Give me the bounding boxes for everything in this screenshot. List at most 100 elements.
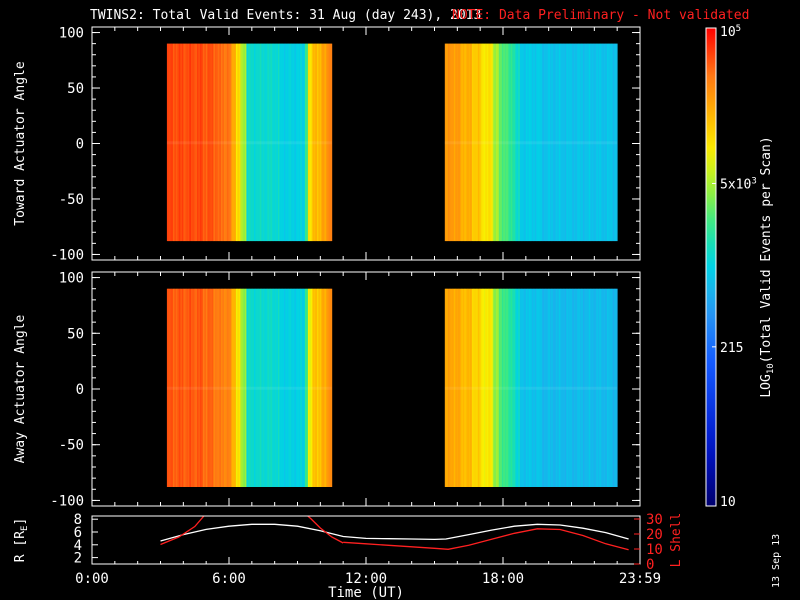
heatmap-cell (217, 43, 220, 242)
heatmap-cell (590, 288, 593, 487)
heatmap-cell (489, 43, 492, 242)
heatmap-cell (231, 288, 234, 487)
heatmap-cell (456, 288, 459, 487)
heatmap-cell (325, 43, 328, 242)
heatmap-cell (471, 288, 474, 487)
heatmap-cell (309, 43, 312, 242)
heatmap-cell (313, 43, 316, 242)
heatmap-cell (488, 43, 491, 242)
colorbar-tick-label: 5x103 (720, 176, 757, 192)
heatmap-cell (255, 288, 258, 487)
heatmap-cell (551, 43, 554, 242)
heatmap-cell (587, 43, 590, 242)
heatmap-cell (585, 288, 588, 487)
heatmap-cell (312, 43, 315, 242)
heatmap-cell (557, 43, 560, 242)
heatmap-cell (216, 43, 219, 242)
heatmap-cell (279, 43, 282, 242)
heatmap-block (166, 288, 333, 487)
heatmap-cell (459, 43, 462, 242)
heatmap-cell (465, 288, 468, 487)
heatmap-cell (237, 43, 240, 242)
heatmap-cell (168, 288, 171, 487)
heatmap-cell (310, 288, 313, 487)
heatmap-cell (316, 43, 319, 242)
heatmap-cell (467, 288, 470, 487)
heatmap-cell (211, 43, 214, 242)
y-axis-label: Toward Actuator Angle (13, 61, 28, 226)
heatmap-cell (207, 288, 210, 487)
heatmap-cell (447, 43, 450, 242)
heatmap-cell (515, 288, 518, 487)
heatmap-cell (555, 43, 558, 242)
heatmap-cell (521, 43, 524, 242)
heatmap-cell (453, 43, 456, 242)
heatmap-cell (585, 43, 588, 242)
heatmap-cell (528, 43, 531, 242)
heatmap-cell (552, 43, 555, 242)
heatmap-cell (533, 43, 536, 242)
heatmap-cell (480, 288, 483, 487)
heatmap-cell (220, 288, 223, 487)
heatmap-cell (615, 288, 618, 487)
x-tick-label: 12:00 (345, 571, 387, 587)
lshell-series-line (306, 516, 344, 544)
y-tick-label: 50 (67, 326, 84, 342)
heatmap-cell (228, 288, 231, 487)
heatmap-cell (193, 43, 196, 242)
heatmap-cell (467, 43, 470, 242)
heatmap-cell (207, 43, 210, 242)
heatmap-cell (611, 288, 614, 487)
heatmap-cell (534, 288, 537, 487)
heatmap-cell (573, 288, 576, 487)
heatmap-cell (516, 288, 519, 487)
heatmap-cell (455, 288, 458, 487)
heatmap-cell (246, 43, 249, 242)
heatmap-cell (259, 288, 262, 487)
heatmap-cell (202, 288, 205, 487)
heatmap-cell (223, 288, 226, 487)
y-right-tick-label: 10 (646, 542, 663, 558)
heatmap-cell (588, 288, 591, 487)
heatmap-cell (549, 288, 552, 487)
heatmap-cell (603, 288, 606, 487)
heatmap-cell (600, 288, 603, 487)
heatmap-cell (473, 288, 476, 487)
heatmap-cell (495, 288, 498, 487)
heatmap-cell (455, 43, 458, 242)
y-tick-label: -100 (50, 247, 84, 263)
heatmap-cell (497, 43, 500, 242)
heatmap-cell (566, 43, 569, 242)
heatmap-cell (462, 288, 465, 487)
heatmap-cell (319, 288, 322, 487)
heatmap-cell (476, 43, 479, 242)
heatmap-cell (274, 288, 277, 487)
heatmap-cell (190, 288, 193, 487)
heatmap-cell (223, 43, 226, 242)
heatmap-cell (546, 288, 549, 487)
y-tick-label: 100 (59, 271, 84, 287)
heatmap-cell (597, 43, 600, 242)
heatmap-cell (192, 288, 195, 487)
heatmap-cell (241, 43, 244, 242)
heatmap-cell (271, 43, 274, 242)
heatmap-cell (289, 43, 292, 242)
heatmap-cell (492, 288, 495, 487)
heatmap-cell (512, 288, 515, 487)
heatmap-cell (213, 43, 216, 242)
heatmap-cell (304, 43, 307, 242)
heatmap-cell (295, 288, 298, 487)
y-tick-label: -50 (59, 438, 84, 454)
heatmap-cell (519, 43, 522, 242)
y-right-tick-label: 0 (646, 557, 654, 573)
heatmap-cell (486, 43, 489, 242)
heatmap-cell (219, 288, 222, 487)
heatmap-cell (292, 43, 295, 242)
heatmap-cell (322, 288, 325, 487)
heatmap-cell (172, 288, 175, 487)
heatmap-cell (563, 43, 566, 242)
heatmap-cell (196, 43, 199, 242)
heatmap-cell (327, 43, 330, 242)
heatmap-cell (301, 288, 304, 487)
heatmap-cell (458, 43, 461, 242)
